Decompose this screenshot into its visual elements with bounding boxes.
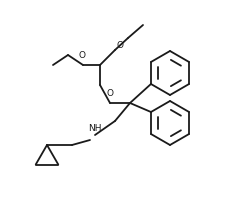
Text: O: O bbox=[78, 51, 85, 60]
Text: O: O bbox=[117, 42, 123, 50]
Text: NH: NH bbox=[88, 124, 101, 133]
Text: O: O bbox=[106, 89, 113, 98]
